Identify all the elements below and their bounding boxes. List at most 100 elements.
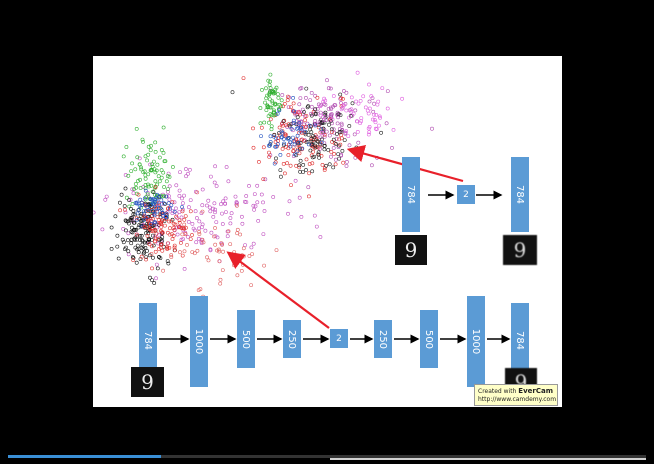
scatter-point bbox=[139, 233, 144, 238]
scatter-point bbox=[228, 221, 233, 226]
scatter-point bbox=[324, 129, 329, 134]
scatter-point bbox=[430, 126, 434, 131]
scatter-point bbox=[142, 217, 147, 222]
scatter-point bbox=[327, 122, 331, 127]
scatter-point bbox=[295, 115, 300, 120]
scatter-point bbox=[218, 277, 223, 282]
scatter-point bbox=[209, 230, 214, 235]
scatter-point bbox=[276, 136, 280, 141]
scatter-point bbox=[269, 124, 274, 129]
scatter-point bbox=[367, 130, 372, 135]
scatter-point bbox=[328, 86, 333, 91]
scatter-point bbox=[343, 131, 348, 136]
scatter-point bbox=[313, 112, 318, 117]
scatter-point bbox=[183, 230, 188, 235]
scatter-point bbox=[184, 225, 188, 230]
scatter-point bbox=[177, 193, 182, 198]
scatter-point bbox=[143, 203, 148, 208]
scatter-point bbox=[187, 205, 191, 210]
video-progress-bar[interactable] bbox=[8, 455, 646, 458]
scatter-point bbox=[301, 170, 305, 175]
scatter-point bbox=[259, 134, 263, 139]
scatter-point bbox=[126, 231, 131, 236]
scatter-point bbox=[322, 168, 327, 172]
watermark-line2: http://www.camdemy.com bbox=[478, 396, 557, 403]
scatter-point bbox=[366, 132, 371, 137]
scatter-point bbox=[308, 98, 313, 103]
scatter-point bbox=[130, 161, 135, 166]
scatter-point bbox=[329, 150, 334, 154]
scatter-point bbox=[123, 186, 128, 191]
scatter-point bbox=[379, 130, 384, 135]
scatter-point bbox=[139, 167, 144, 172]
scatter-point bbox=[162, 185, 167, 189]
scatter-point bbox=[304, 114, 309, 118]
scatter-point bbox=[104, 194, 109, 199]
scatter-point bbox=[273, 144, 278, 149]
scatter-point bbox=[267, 97, 272, 102]
scatter-point bbox=[123, 207, 127, 212]
scatter-point bbox=[213, 226, 217, 230]
deep-net-layer-250-a: 250 bbox=[283, 320, 301, 358]
scatter-point bbox=[153, 185, 158, 190]
scatter-point bbox=[337, 130, 342, 134]
scatter-point bbox=[287, 199, 292, 204]
scatter-point bbox=[303, 129, 308, 134]
scatter-point bbox=[150, 278, 154, 283]
scatter-point bbox=[167, 184, 172, 189]
scatter-point bbox=[149, 221, 153, 226]
scatter-point bbox=[298, 96, 303, 101]
scatter-point bbox=[138, 197, 143, 202]
scatter-point bbox=[255, 183, 260, 188]
scatter-point bbox=[126, 249, 131, 254]
scatter-point bbox=[261, 232, 266, 237]
scatter-point bbox=[309, 142, 314, 147]
scatter-point bbox=[142, 225, 146, 229]
scatter-point bbox=[247, 183, 251, 188]
scatter-point bbox=[140, 137, 145, 142]
scatter-point bbox=[292, 142, 297, 147]
scatter-point bbox=[264, 96, 269, 101]
scatter-point bbox=[327, 162, 332, 167]
scatter-point bbox=[294, 163, 299, 168]
scatter-point bbox=[261, 200, 265, 205]
scatter-point bbox=[310, 161, 315, 166]
scatter-point bbox=[221, 249, 225, 254]
scatter-point bbox=[275, 92, 280, 97]
scatter-point bbox=[159, 198, 164, 203]
scatter-point bbox=[143, 176, 148, 181]
scatter-point bbox=[249, 283, 254, 288]
scatter-point bbox=[274, 156, 278, 161]
scatter-point bbox=[346, 134, 351, 139]
scatter-point bbox=[291, 149, 296, 154]
scatter-point bbox=[229, 211, 234, 216]
watermark-brand: EverCam bbox=[518, 387, 553, 395]
scatter-point bbox=[324, 118, 329, 123]
scatter-point bbox=[177, 218, 182, 223]
scatter-point bbox=[289, 183, 293, 188]
scatter-point bbox=[151, 190, 156, 195]
scatter-point bbox=[207, 205, 212, 210]
scatter-point bbox=[340, 149, 345, 153]
scatter-point bbox=[275, 144, 279, 149]
scatter-point bbox=[147, 221, 152, 226]
scatter-point bbox=[232, 250, 237, 255]
scatter-point bbox=[143, 245, 148, 250]
scatter-point bbox=[166, 261, 171, 266]
scatter-point bbox=[268, 117, 273, 122]
scatter-point bbox=[297, 195, 302, 200]
scatter-point bbox=[164, 211, 169, 216]
scatter-point bbox=[276, 107, 281, 111]
scatter-point bbox=[143, 188, 148, 193]
scatter-point bbox=[301, 163, 306, 167]
scatter-point bbox=[124, 245, 128, 250]
scatter-point bbox=[296, 122, 301, 127]
scatter-point bbox=[290, 135, 295, 140]
scatter-point bbox=[130, 187, 135, 192]
scatter-point bbox=[263, 100, 267, 105]
scatter-point bbox=[298, 129, 303, 134]
scatter-point bbox=[281, 137, 286, 141]
scatter-point bbox=[205, 203, 209, 208]
scatter-point bbox=[391, 128, 396, 132]
scatter-point bbox=[304, 140, 309, 145]
